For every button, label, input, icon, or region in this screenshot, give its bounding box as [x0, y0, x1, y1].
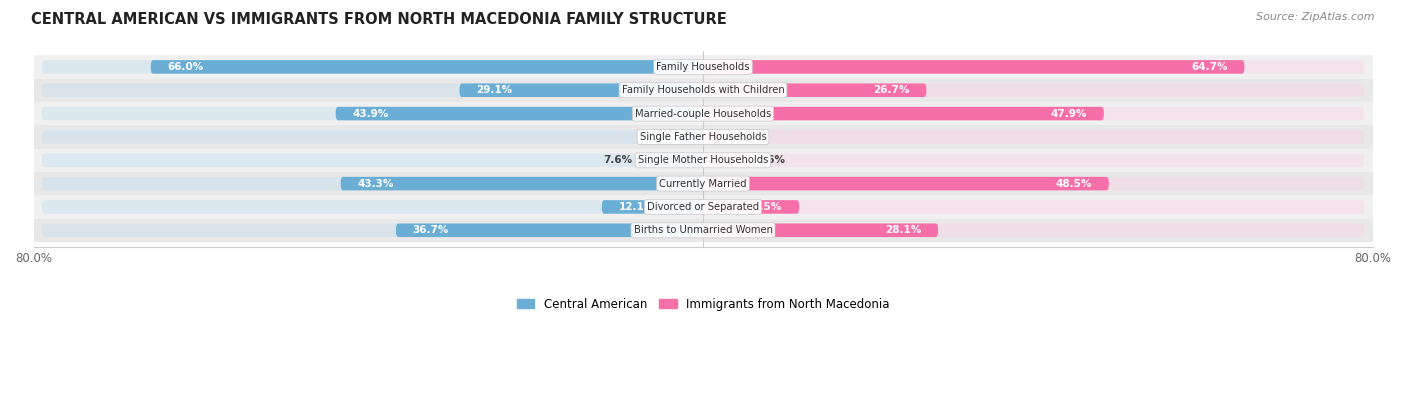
FancyBboxPatch shape: [703, 224, 938, 237]
Text: 11.5%: 11.5%: [747, 202, 783, 212]
FancyBboxPatch shape: [42, 200, 695, 214]
Bar: [34, 149, 1372, 172]
Text: Source: ZipAtlas.com: Source: ZipAtlas.com: [1257, 12, 1375, 22]
Text: 12.1%: 12.1%: [619, 202, 655, 212]
FancyBboxPatch shape: [711, 107, 1364, 120]
FancyBboxPatch shape: [711, 177, 1364, 190]
FancyBboxPatch shape: [703, 154, 749, 167]
Text: 28.1%: 28.1%: [886, 225, 921, 235]
Text: 36.7%: 36.7%: [412, 225, 449, 235]
FancyBboxPatch shape: [460, 83, 703, 97]
Text: Married-couple Households: Married-couple Households: [636, 109, 770, 118]
FancyBboxPatch shape: [711, 83, 1364, 97]
FancyBboxPatch shape: [150, 60, 703, 73]
Text: Single Father Households: Single Father Households: [640, 132, 766, 142]
FancyBboxPatch shape: [711, 154, 1364, 167]
Text: Family Households with Children: Family Households with Children: [621, 85, 785, 95]
FancyBboxPatch shape: [42, 107, 695, 120]
FancyBboxPatch shape: [703, 107, 1104, 120]
FancyBboxPatch shape: [42, 224, 695, 237]
Bar: [34, 218, 1372, 242]
FancyBboxPatch shape: [42, 154, 695, 167]
FancyBboxPatch shape: [336, 107, 703, 120]
Text: 29.1%: 29.1%: [477, 85, 512, 95]
Text: 64.7%: 64.7%: [1191, 62, 1227, 72]
FancyBboxPatch shape: [42, 130, 695, 144]
Bar: [34, 55, 1372, 79]
FancyBboxPatch shape: [42, 177, 695, 190]
Text: Divorced or Separated: Divorced or Separated: [647, 202, 759, 212]
Text: 5.6%: 5.6%: [756, 155, 786, 165]
FancyBboxPatch shape: [711, 224, 1364, 237]
Text: CENTRAL AMERICAN VS IMMIGRANTS FROM NORTH MACEDONIA FAMILY STRUCTURE: CENTRAL AMERICAN VS IMMIGRANTS FROM NORT…: [31, 12, 727, 27]
FancyBboxPatch shape: [42, 83, 695, 97]
Text: 48.5%: 48.5%: [1056, 179, 1092, 188]
Text: Births to Unmarried Women: Births to Unmarried Women: [634, 225, 772, 235]
Bar: [34, 195, 1372, 218]
FancyBboxPatch shape: [703, 177, 1109, 190]
Bar: [34, 102, 1372, 125]
Text: 43.9%: 43.9%: [353, 109, 388, 118]
FancyBboxPatch shape: [703, 60, 1244, 73]
Text: 43.3%: 43.3%: [357, 179, 394, 188]
FancyBboxPatch shape: [711, 60, 1364, 73]
Text: 2.0%: 2.0%: [727, 132, 755, 142]
FancyBboxPatch shape: [711, 130, 1364, 144]
Text: 26.7%: 26.7%: [873, 85, 910, 95]
FancyBboxPatch shape: [42, 60, 695, 73]
Text: 47.9%: 47.9%: [1050, 109, 1087, 118]
Text: 66.0%: 66.0%: [167, 62, 204, 72]
Bar: [34, 79, 1372, 102]
Text: 2.9%: 2.9%: [643, 132, 672, 142]
FancyBboxPatch shape: [396, 224, 703, 237]
FancyBboxPatch shape: [703, 130, 720, 144]
Text: Single Mother Households: Single Mother Households: [638, 155, 768, 165]
FancyBboxPatch shape: [602, 200, 703, 214]
Text: 7.6%: 7.6%: [603, 155, 633, 165]
Bar: [34, 172, 1372, 195]
FancyBboxPatch shape: [679, 130, 703, 144]
FancyBboxPatch shape: [711, 200, 1364, 214]
FancyBboxPatch shape: [340, 177, 703, 190]
Text: Currently Married: Currently Married: [659, 179, 747, 188]
Bar: [34, 125, 1372, 149]
Text: Family Households: Family Households: [657, 62, 749, 72]
FancyBboxPatch shape: [703, 83, 927, 97]
Legend: Central American, Immigrants from North Macedonia: Central American, Immigrants from North …: [512, 293, 894, 315]
FancyBboxPatch shape: [640, 154, 703, 167]
FancyBboxPatch shape: [703, 200, 799, 214]
